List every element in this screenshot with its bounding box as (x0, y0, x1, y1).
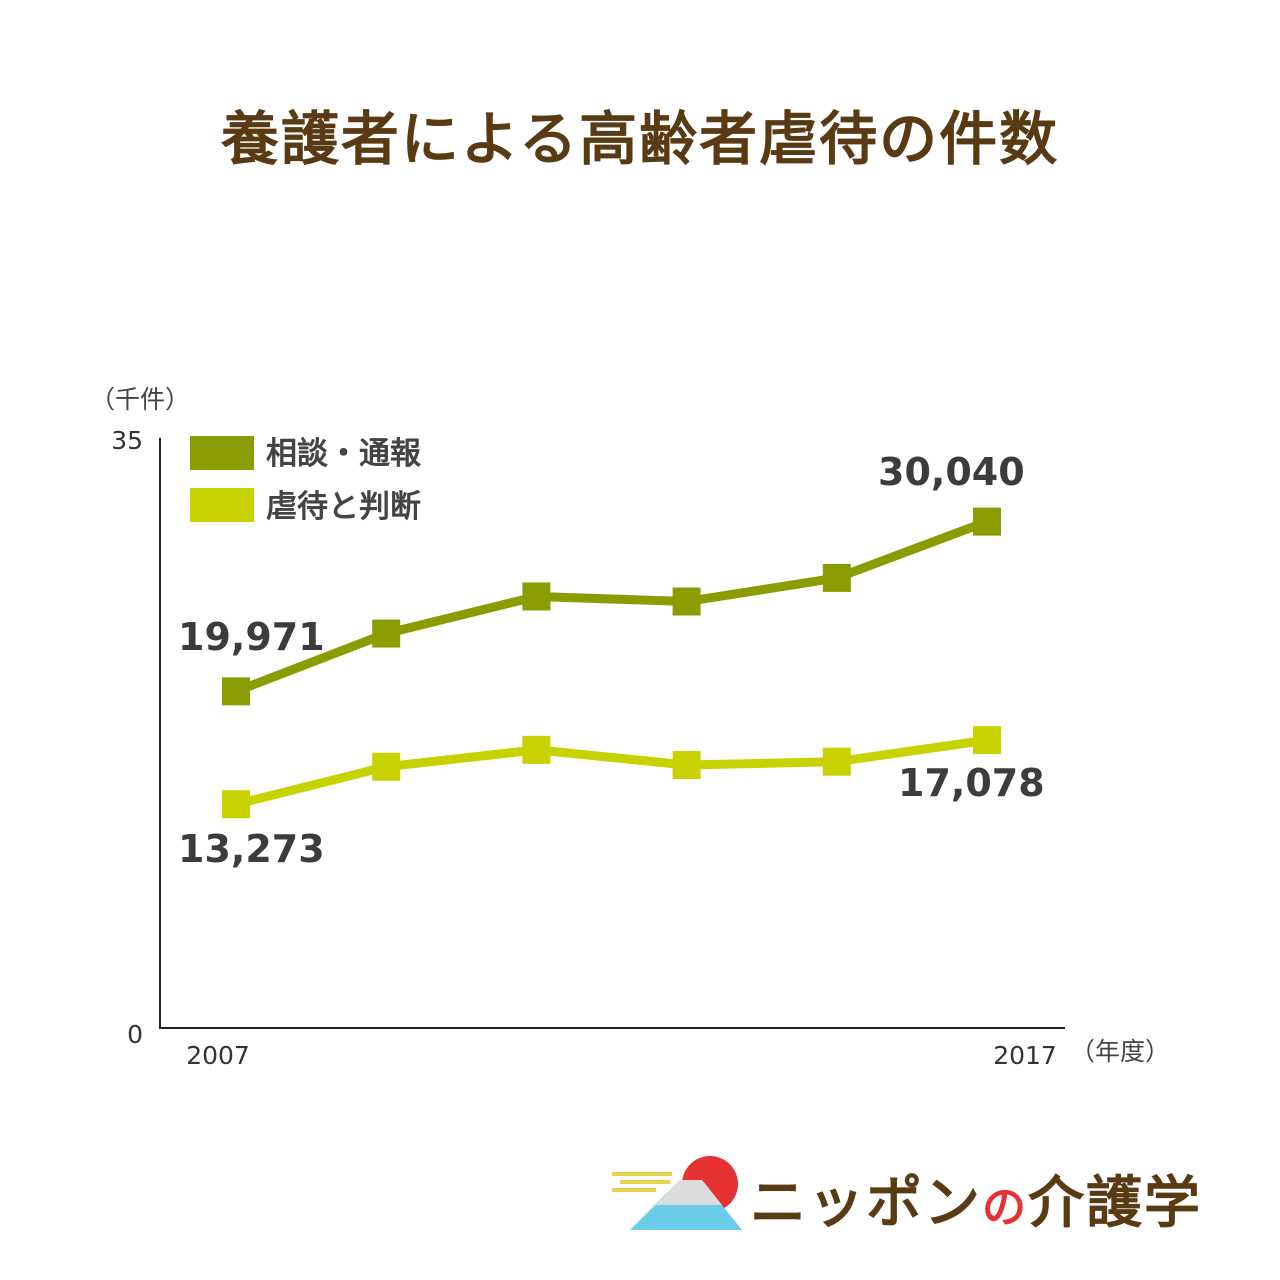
data-point-0-5 (973, 507, 1001, 536)
data-point-0-1 (372, 619, 401, 648)
data-point-0-2 (522, 582, 551, 611)
legend-swatch-consultation (190, 436, 254, 470)
legend-swatch-abuse (190, 488, 254, 522)
brand-logo: ニッポンの介護学 (610, 1150, 1250, 1240)
series-line-0 (234, 517, 989, 696)
series-layer (222, 507, 1001, 819)
data-point-0-3 (672, 587, 701, 616)
x-tick-end: 2017 (993, 1041, 1057, 1070)
data-label-abuse-first: 13,273 (178, 827, 325, 871)
data-point-1-2 (522, 735, 551, 764)
y-axis-unit: （千件） (90, 385, 190, 414)
y-tick-min: 0 (127, 1020, 143, 1049)
legend-label-consultation: 相談・通報 (266, 436, 422, 472)
data-point-1-5 (973, 726, 1001, 755)
data-point-1-1 (372, 752, 401, 781)
y-tick-max: 35 (111, 426, 143, 455)
logo-text-part2: の (982, 1182, 1028, 1233)
logo-text-part3: 介護学 (1028, 1171, 1202, 1236)
mount-fuji-sun-icon (612, 1156, 742, 1230)
line-chart: （千件） 35 0 2007 2017 （年度） 相談・通報 虐待と判断 19,… (90, 385, 1170, 1070)
series-line-1 (234, 735, 988, 809)
x-axis-unit: （年度） (1070, 1037, 1170, 1066)
data-label-consultation-last: 30,040 (878, 450, 1025, 494)
legend-label-abuse: 虐待と判断 (266, 489, 421, 525)
data-label-consultation-first: 19,971 (178, 615, 325, 659)
data-point-1-3 (672, 751, 701, 780)
data-label-abuse-last: 17,078 (898, 761, 1045, 805)
data-point-1-0 (222, 790, 250, 819)
x-tick-start: 2007 (186, 1041, 250, 1070)
chart-title: 養護者による高齢者虐待の件数 (220, 105, 1060, 173)
data-point-1-4 (822, 747, 851, 776)
logo-text-part1: ニッポン (750, 1171, 982, 1236)
logo-text: ニッポンの介護学 (750, 1158, 1202, 1239)
data-point-0-0 (222, 677, 250, 706)
data-point-0-4 (822, 563, 851, 592)
